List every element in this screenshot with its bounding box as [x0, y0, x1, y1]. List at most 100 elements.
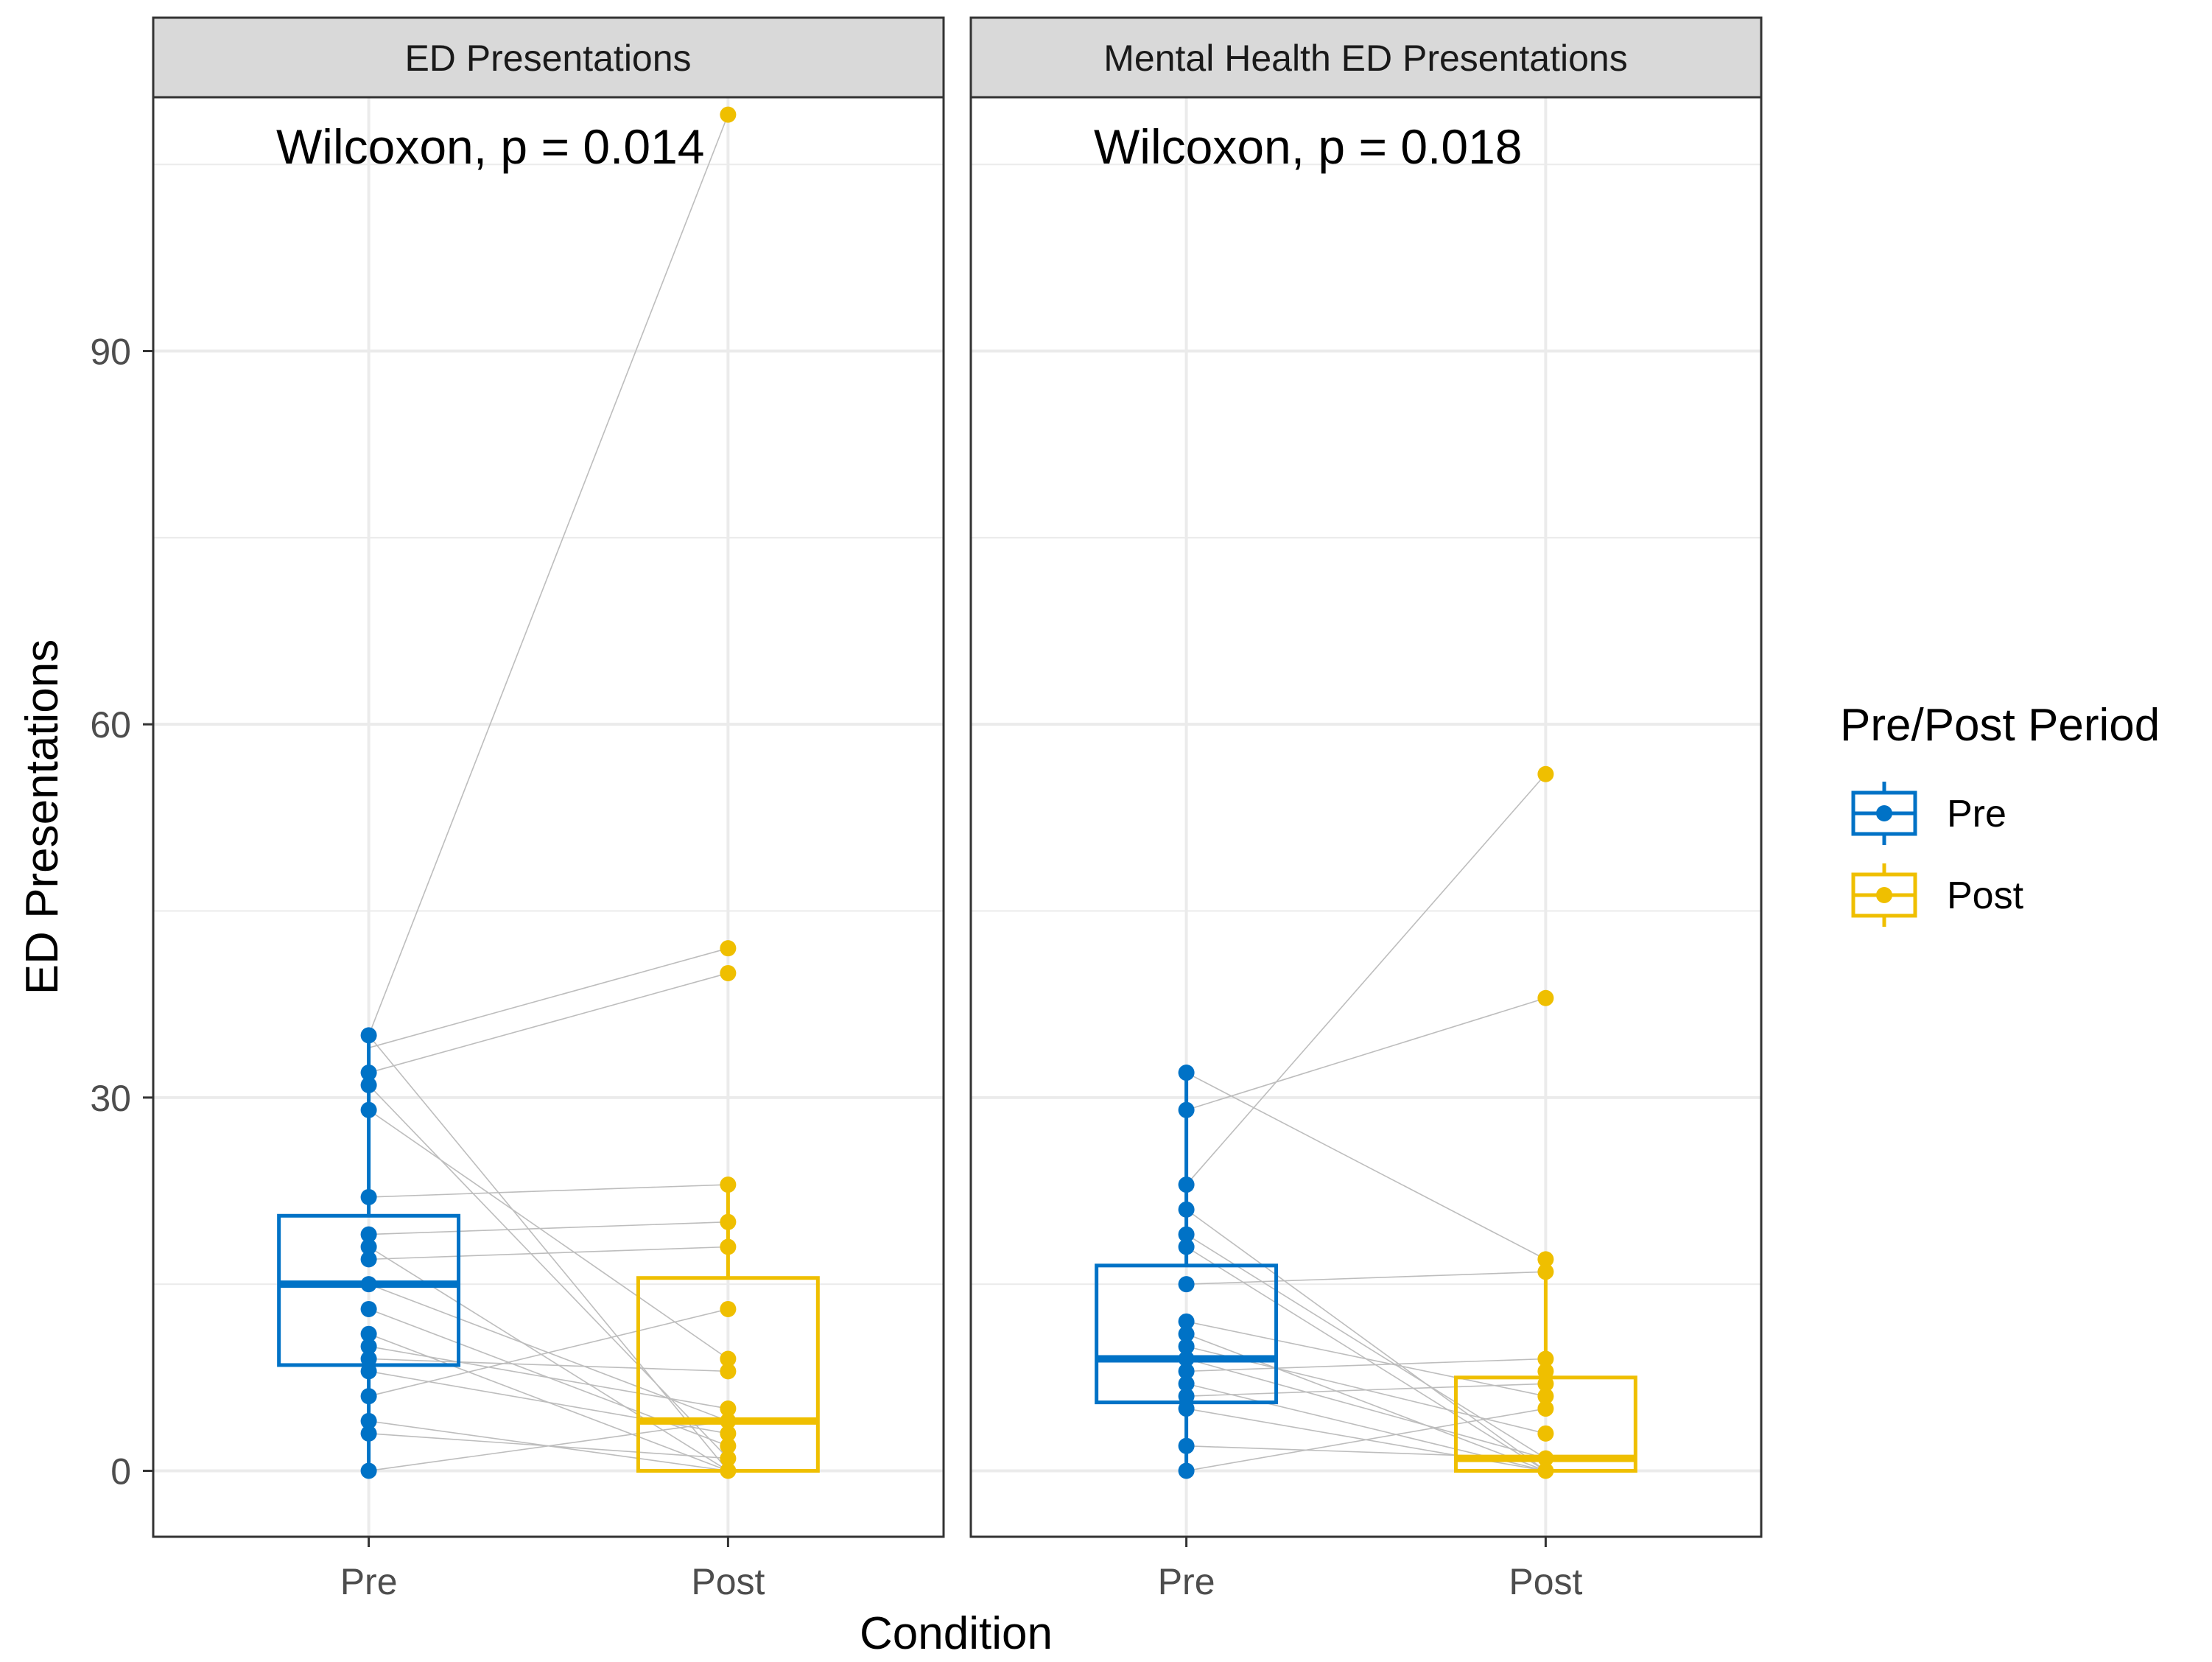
- pair-line: [368, 1308, 728, 1397]
- point-post: [1537, 1350, 1554, 1367]
- point-pre: [1178, 1363, 1195, 1380]
- pair-line: [1186, 1383, 1546, 1397]
- y-tick-label: 90: [90, 332, 131, 373]
- point-pre: [360, 1188, 377, 1205]
- y-tick-label: 0: [110, 1451, 131, 1492]
- point-post: [720, 1177, 737, 1193]
- point-post: [720, 1412, 737, 1429]
- point-post: [1537, 1425, 1554, 1442]
- pair-lines: [368, 114, 729, 1472]
- pair-line: [368, 1221, 728, 1235]
- pair-line: [368, 1109, 728, 1360]
- pair-line: [1186, 1358, 1546, 1459]
- panel-ed-presentations: ED Presentations Wilcoxon, p = 0.014 Pre…: [152, 16, 945, 1602]
- x-axis-ticks: Pre Post: [340, 1537, 765, 1602]
- point-pre: [360, 1238, 377, 1255]
- x-tick-label: Pre: [340, 1561, 398, 1602]
- point-post: [720, 1238, 737, 1255]
- point-post: [1537, 1375, 1554, 1392]
- point-pre: [360, 1412, 377, 1429]
- pair-line: [1186, 997, 1546, 1111]
- point-pre: [1178, 1177, 1195, 1193]
- legend-key-pre: [1851, 782, 1917, 845]
- pair-line: [1186, 1321, 1546, 1397]
- pair-line: [368, 1358, 728, 1372]
- point-pre: [360, 1226, 377, 1243]
- point-post: [1537, 1388, 1554, 1405]
- pair-line: [368, 1246, 728, 1260]
- point-post: [1537, 1263, 1554, 1280]
- legend-key-post: [1851, 863, 1917, 927]
- point-pre: [360, 1363, 377, 1380]
- legend-point-pre: [1876, 805, 1892, 821]
- point-pre: [360, 1300, 377, 1317]
- pair-line: [368, 114, 729, 1036]
- point-pre: [360, 1388, 377, 1405]
- point-pre: [1178, 1338, 1195, 1355]
- point-post: [1537, 989, 1554, 1006]
- y-axis-title: ED Presentations: [17, 639, 68, 995]
- data-points: [360, 106, 737, 1479]
- wilcoxon-annotation: Wilcoxon, p = 0.014: [276, 119, 705, 174]
- pair-line: [368, 1184, 728, 1198]
- point-pre: [1178, 1388, 1195, 1405]
- pair-line: [1186, 1271, 1546, 1285]
- x-axis-title: Condition: [860, 1608, 1053, 1659]
- point-pre: [1178, 1375, 1195, 1392]
- point-post: [1537, 1251, 1554, 1268]
- point-pre: [1178, 1238, 1195, 1255]
- point-pre: [360, 1101, 377, 1118]
- legend-label-post: Post: [1947, 874, 2024, 917]
- point-post: [1537, 765, 1554, 782]
- pair-line: [1186, 774, 1546, 1185]
- panel-strip: [152, 16, 945, 99]
- point-post: [720, 940, 737, 957]
- y-tick-label: 30: [90, 1078, 131, 1119]
- pair-line: [368, 1084, 728, 1459]
- pair-line: [1186, 1408, 1546, 1472]
- pair-line: [1186, 1233, 1546, 1459]
- panel-frame: [152, 96, 945, 1538]
- pair-line: [1186, 1209, 1546, 1472]
- x-tick-label: Post: [1509, 1561, 1582, 1602]
- point-post: [720, 1213, 737, 1230]
- point-post: [720, 1450, 737, 1467]
- panel-mental-health-ed-presentations: Mental Health ED Presentations Wilcoxon,…: [969, 16, 1763, 1602]
- point-pre: [1178, 1276, 1195, 1293]
- point-post: [1537, 1363, 1554, 1380]
- point-pre: [360, 1251, 377, 1268]
- point-post: [720, 964, 737, 981]
- point-post: [720, 1300, 737, 1317]
- point-pre: [360, 1338, 377, 1355]
- point-pre: [1178, 1400, 1195, 1417]
- wilcoxon-annotation: Wilcoxon, p = 0.018: [1094, 119, 1523, 174]
- panel-frame: [969, 96, 1763, 1538]
- point-pre: [1178, 1462, 1195, 1479]
- point-post: [720, 1400, 737, 1417]
- point-pre: [360, 1076, 377, 1093]
- pair-line: [368, 947, 728, 1049]
- pair-line: [368, 972, 728, 1073]
- pair-line: [1186, 1072, 1546, 1260]
- point-pre: [360, 1325, 377, 1342]
- point-post: [1537, 1400, 1554, 1417]
- x-axis-ticks: Pre Post: [1158, 1537, 1583, 1602]
- point-post: [720, 106, 737, 123]
- x-tick-label: Post: [691, 1561, 765, 1602]
- point-pre: [360, 1027, 377, 1044]
- x-tick-label: Pre: [1158, 1561, 1215, 1602]
- point-pre: [1178, 1350, 1195, 1367]
- legend: Pre/Post Period Pre Post: [1840, 700, 2160, 927]
- point-pre: [1178, 1325, 1195, 1342]
- pair-line: [368, 1420, 728, 1472]
- point-pre: [360, 1462, 377, 1479]
- point-pre: [360, 1065, 377, 1081]
- point-post: [1537, 1462, 1554, 1479]
- point-pre: [360, 1425, 377, 1442]
- point-post: [720, 1363, 737, 1380]
- point-post: [720, 1425, 737, 1442]
- point-post: [720, 1437, 737, 1454]
- y-tick-label: 60: [90, 704, 131, 746]
- point-pre: [1178, 1313, 1195, 1330]
